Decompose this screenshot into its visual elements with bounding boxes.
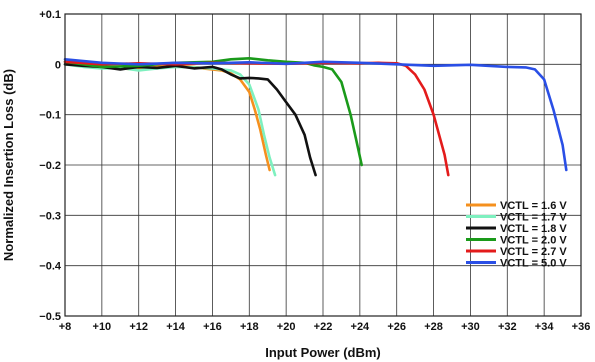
series-line-3 [63, 56, 364, 167]
x-tick-label: +8 [59, 321, 72, 333]
x-axis-label: Input Power (dBm) [265, 345, 381, 360]
series-line-2 [63, 63, 317, 177]
legend-label: VCTL = 1.6 V [500, 200, 567, 212]
x-tick-label: +10 [93, 321, 112, 333]
x-tick-label: +16 [203, 321, 222, 333]
x-tick-label: +12 [129, 321, 148, 333]
x-tick-label: +32 [498, 321, 517, 333]
x-tick-label: +24 [351, 321, 371, 333]
x-tick-label: +18 [240, 321, 259, 333]
grid [64, 13, 582, 317]
y-tick-label: −0.1 [39, 110, 61, 122]
series-line-5 [63, 57, 568, 172]
x-tick-label: +22 [314, 321, 333, 333]
plot-frame [64, 13, 582, 317]
y-tick-label: +0.1 [39, 9, 61, 21]
x-tick-label: +36 [572, 321, 591, 333]
series-lines [63, 56, 568, 177]
y-tick-labels: +0.1 0 −0.1 −0.2 −0.3 −0.4 −0.5 [39, 9, 62, 323]
legend-label: VCTL = 1.7 V [500, 212, 567, 224]
legend-label: VCTL = 2.7 V [500, 246, 567, 258]
x-tick-labels: +8 +10 +12 +14 +16 +18 +20 +22 +24 +26 +28 +30 +32 +3… [59, 321, 591, 333]
legend-label: VCTL = 1.8 V [500, 223, 567, 235]
legend-label: VCTL = 2.0 V [500, 235, 567, 247]
x-tick-label: +34 [535, 321, 555, 333]
x-tick-label: +28 [424, 321, 443, 333]
series-line-1 [63, 63, 277, 177]
y-tick-label: 0 [55, 59, 61, 71]
y-tick-label: −0.3 [39, 210, 61, 222]
legend-label: VCTL = 5.0 V [500, 258, 567, 270]
y-axis-label: Normalized Insertion Loss (dB) [1, 69, 16, 261]
x-tick-label: +30 [461, 321, 480, 333]
y-tick-label: −0.5 [39, 311, 61, 323]
y-tick-label: −0.2 [39, 160, 61, 172]
x-tick-label: +14 [166, 321, 186, 333]
series-line-0 [63, 63, 271, 172]
y-tick-label: −0.4 [39, 261, 62, 273]
x-tick-label: +26 [387, 321, 406, 333]
x-tick-label: +20 [277, 321, 296, 333]
